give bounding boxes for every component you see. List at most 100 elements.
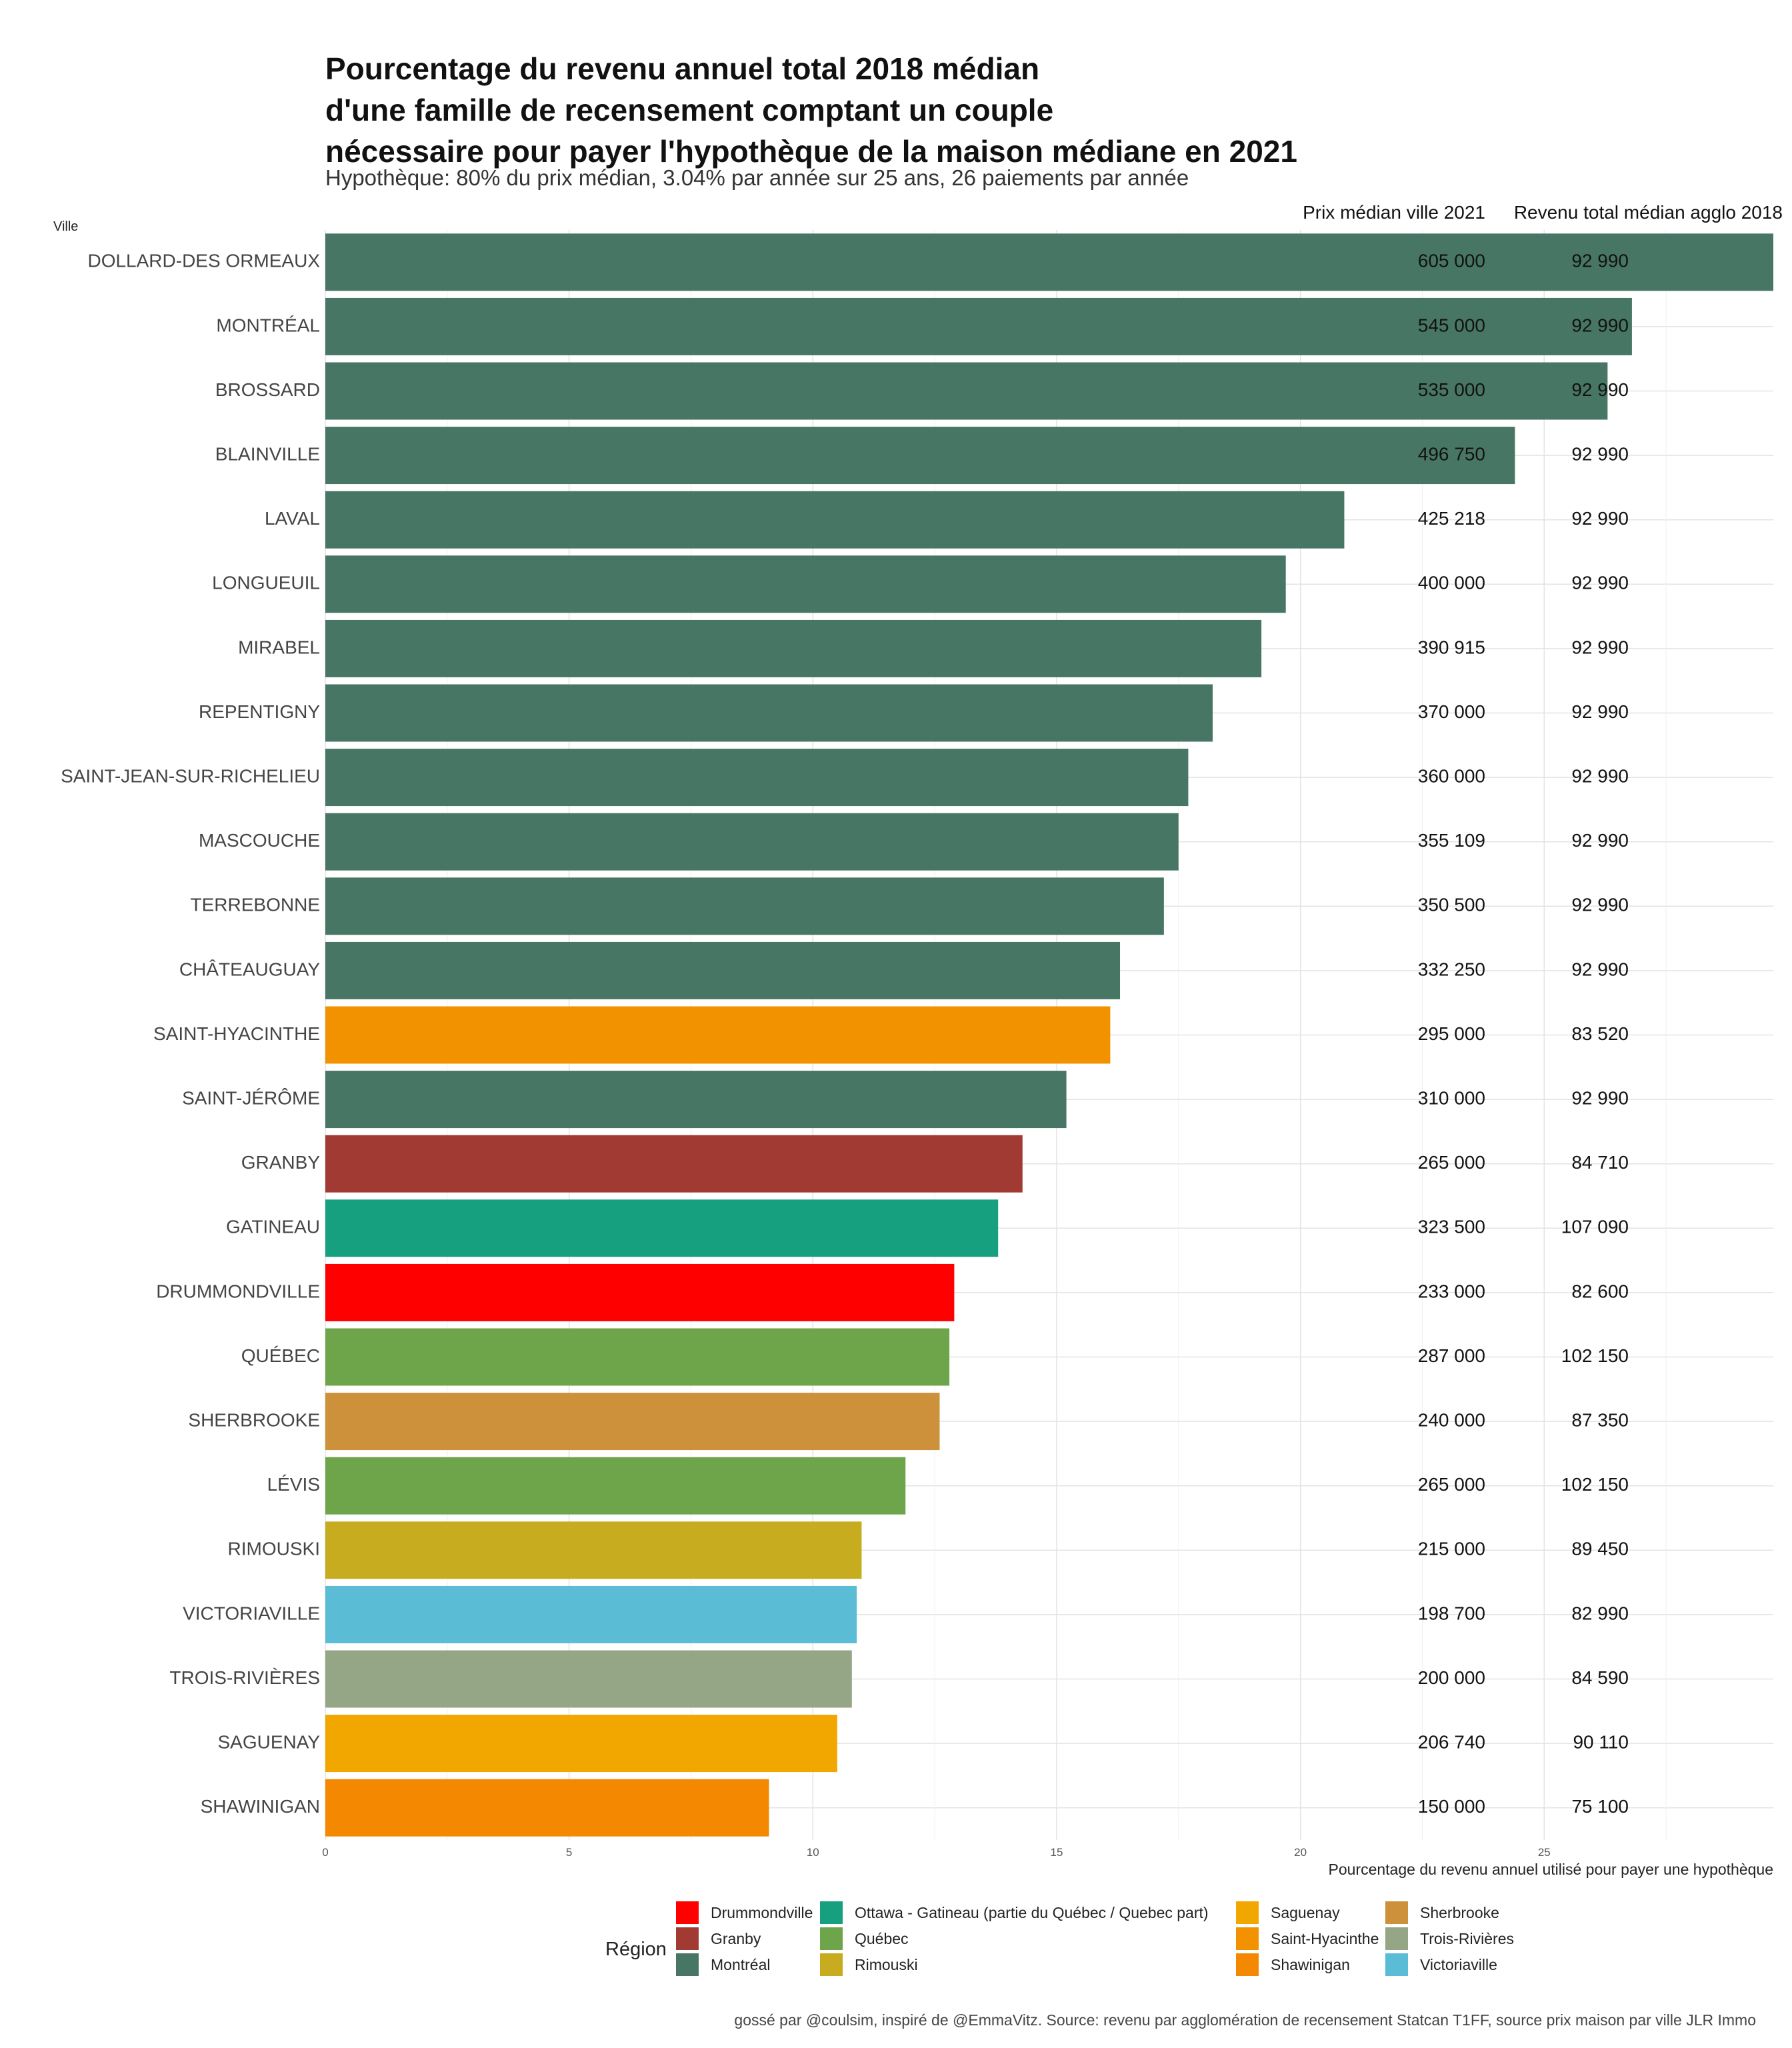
price-value: 206 740 [1418, 1731, 1485, 1752]
legend-label: Sherbrooke [1420, 1903, 1499, 1921]
bar [325, 1199, 999, 1257]
x-tick-label: 20 [1294, 1846, 1307, 1859]
legend-item: Saint-Hyacinthe [1236, 1926, 1379, 1951]
category-label: LAVAL [265, 508, 320, 529]
category-label: TERREBONNE [191, 895, 320, 915]
income-value: 92 990 [1571, 637, 1629, 657]
category-label: MONTRÉAL [216, 315, 320, 335]
price-value: 150 000 [1418, 1796, 1485, 1817]
legend-item: Shawinigan [1236, 1952, 1350, 1977]
legend-swatch [820, 1953, 843, 1976]
x-tick-label: 25 [1538, 1846, 1551, 1859]
x-tick-label: 10 [807, 1846, 819, 1859]
bar [325, 297, 1632, 355]
price-value: 310 000 [1418, 1087, 1485, 1108]
income-value: 92 990 [1571, 1087, 1629, 1108]
price-value: 535 000 [1418, 379, 1485, 400]
price-value: 240 000 [1418, 1409, 1485, 1430]
bar [325, 1521, 862, 1579]
income-value: 92 990 [1571, 315, 1629, 335]
category-label: MASCOUCHE [199, 830, 320, 851]
legend-item: Rimouski [820, 1952, 918, 1977]
price-value: 287 000 [1418, 1345, 1485, 1366]
legend-swatch [676, 1953, 699, 1976]
bar-chart: DOLLARD-DES ORMEAUX 605 000 92 990 MONTRÉAL… [53, 202, 1783, 1878]
income-value: 92 990 [1571, 895, 1629, 915]
price-value: 496 750 [1418, 443, 1485, 464]
bar [325, 749, 1189, 807]
income-value: 90 110 [1573, 1731, 1629, 1752]
legend-item: Granby [676, 1926, 761, 1951]
price-column-header: Prix médian ville 2021 [1303, 202, 1485, 223]
price-value: 545 000 [1418, 315, 1485, 335]
legend-item: Ottawa - Gatineau (partie du Québec / Qu… [820, 1900, 1209, 1925]
legend-swatch [1236, 1901, 1259, 1924]
income-value: 92 990 [1571, 959, 1629, 979]
legend-item: Montréal [676, 1952, 770, 1977]
income-value: 92 990 [1571, 573, 1629, 593]
bar [325, 877, 1164, 935]
category-label: SAGUENAY [217, 1731, 320, 1752]
caption: gossé par @coulsim, inspiré de @EmmaVitz… [734, 2011, 1756, 2029]
price-value: 198 700 [1418, 1603, 1485, 1623]
bar [325, 1006, 1111, 1064]
income-value: 82 990 [1571, 1603, 1629, 1623]
bar [325, 1715, 837, 1773]
bars [325, 233, 1773, 1837]
category-label: SAINT-HYACINTHE [153, 1023, 320, 1044]
price-value: 360 000 [1418, 765, 1485, 786]
legend-swatch [676, 1927, 699, 1950]
income-value: 87 350 [1571, 1409, 1629, 1430]
price-value: 265 000 [1418, 1152, 1485, 1173]
income-value: 92 990 [1571, 379, 1629, 400]
category-label: QUÉBEC [241, 1345, 320, 1366]
income-column-header: Revenu total médian agglo 2018 [1514, 202, 1783, 223]
income-value: 83 520 [1571, 1023, 1629, 1044]
category-label: SAINT-JEAN-SUR-RICHELIEU [61, 765, 320, 786]
category-label: GATINEAU [226, 1217, 320, 1237]
legend-swatch [1385, 1953, 1408, 1976]
income-value: 84 590 [1571, 1667, 1629, 1688]
price-value: 605 000 [1418, 251, 1485, 271]
labels: DOLLARD-DES ORMEAUX 605 000 92 990 MONTRÉAL… [53, 202, 1783, 1878]
x-tick-label: 15 [1051, 1846, 1063, 1859]
category-label: BROSSARD [215, 379, 320, 400]
price-value: 425 218 [1418, 508, 1485, 529]
legend-swatch [820, 1901, 843, 1924]
bar [325, 1779, 769, 1837]
bar [325, 684, 1213, 742]
legend-swatch [1236, 1927, 1259, 1950]
income-value: 82 600 [1571, 1281, 1629, 1301]
category-label: BLAINVILLE [215, 443, 320, 464]
chart-subtitle: Hypothèque: 80% du prix médian, 3.04% pa… [325, 165, 1189, 190]
chart-title-line: Pourcentage du revenu annuel total 2018 … [325, 51, 1040, 86]
legend-label: Drummondville [711, 1903, 813, 1921]
bar [325, 813, 1179, 871]
x-axis-title: Pourcentage du revenu annuel utilisé pou… [1329, 1861, 1774, 1878]
category-label: DRUMMONDVILLE [156, 1281, 320, 1301]
income-value: 75 100 [1571, 1796, 1629, 1817]
bar [325, 619, 1262, 677]
legend-label: Saint-Hyacinthe [1271, 1929, 1379, 1947]
category-label: REPENTIGNY [199, 701, 320, 722]
price-value: 400 000 [1418, 573, 1485, 593]
price-value: 265 000 [1418, 1474, 1485, 1495]
category-label: SHERBROOKE [188, 1409, 320, 1430]
legend-swatch [1385, 1901, 1408, 1924]
price-value: 355 109 [1418, 830, 1485, 851]
price-value: 390 915 [1418, 637, 1485, 657]
category-label: MIRABEL [238, 637, 320, 657]
price-value: 323 500 [1418, 1217, 1485, 1237]
income-value: 92 990 [1571, 508, 1629, 529]
legend-item: Québec [820, 1926, 909, 1951]
category-label: VICTORIAVILLE [183, 1603, 320, 1623]
legend-item: Sherbrooke [1385, 1900, 1499, 1925]
bar [325, 1457, 906, 1515]
income-value: 92 990 [1571, 830, 1629, 851]
legend-label: Ottawa - Gatineau (partie du Québec / Qu… [855, 1903, 1209, 1921]
bar [325, 427, 1515, 485]
legend-swatch [1385, 1927, 1408, 1950]
income-value: 102 150 [1561, 1474, 1629, 1495]
bar [325, 1328, 950, 1386]
legend-item: Saguenay [1236, 1900, 1340, 1925]
